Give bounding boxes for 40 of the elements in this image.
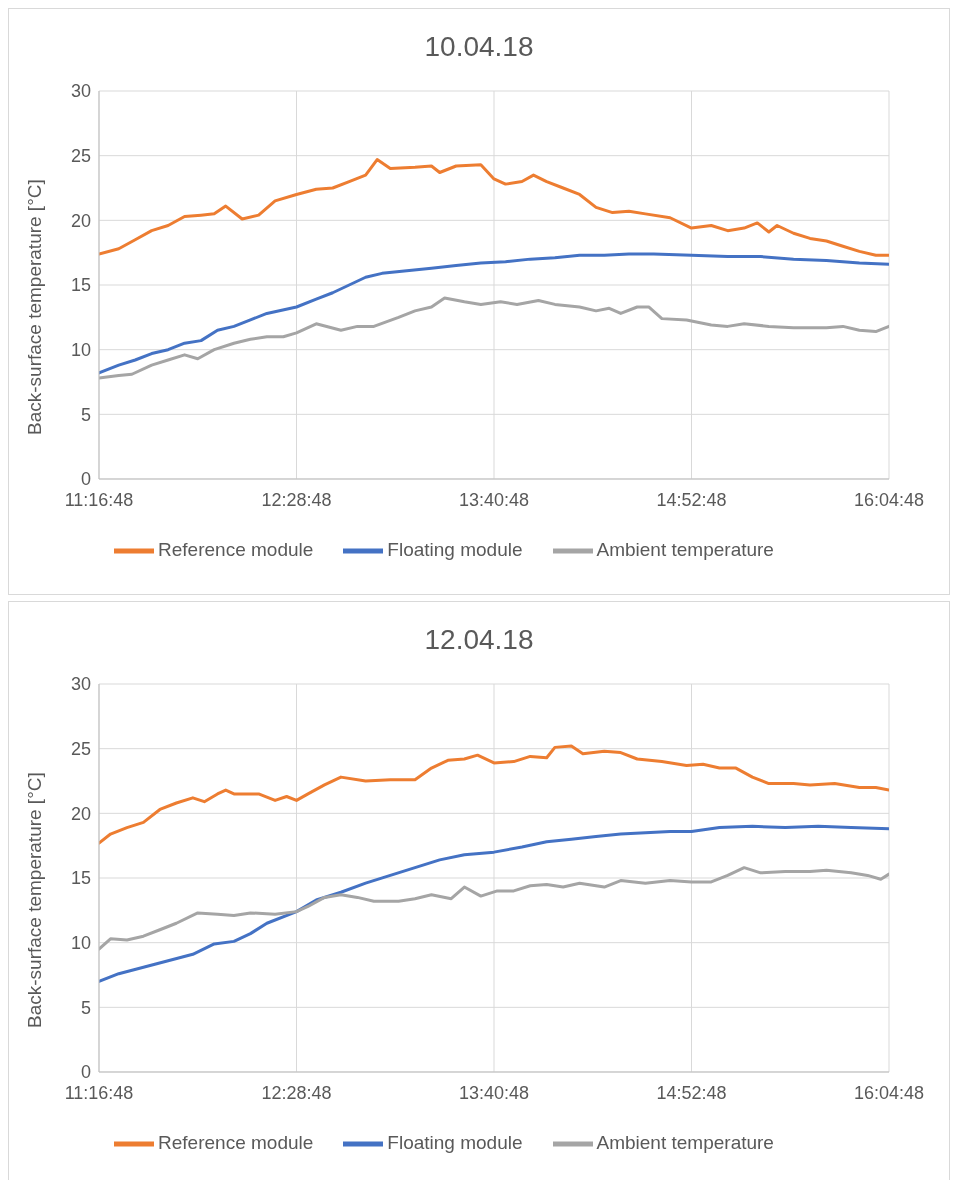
y-axis-title: Back-surface temperature [°C] <box>23 772 45 1028</box>
legend-label: Ambient temperature <box>596 539 774 561</box>
x-tick-label: 12:28:48 <box>261 489 332 510</box>
x-tick-label: 11:16:48 <box>64 1082 134 1103</box>
y-tick-label: 10 <box>70 340 91 361</box>
y-tick-label: 20 <box>70 803 91 824</box>
line-series <box>99 158 889 257</box>
legend-label: Reference module <box>158 539 314 561</box>
line-series <box>99 744 889 845</box>
line-series <box>99 296 889 380</box>
x-tick-label: 14:52:48 <box>656 489 727 510</box>
y-axis-title: Back-surface temperature [°C] <box>23 179 45 435</box>
y-tick-label: 10 <box>70 933 91 954</box>
line-series <box>99 866 889 951</box>
x-tick-label: 14:52:48 <box>656 1082 727 1103</box>
x-tick-label: 13:40:48 <box>458 1082 530 1103</box>
chart-title: 10.04.18 <box>423 30 535 64</box>
y-tick-label: 5 <box>80 404 91 425</box>
y-tick-label: 5 <box>80 997 91 1018</box>
y-tick-label: 0 <box>80 469 91 490</box>
y-tick-label: 15 <box>70 275 91 296</box>
line-series <box>99 252 889 375</box>
legend-label: Floating module <box>387 1132 523 1154</box>
legend-label: Floating module <box>387 539 523 561</box>
line-series <box>99 824 889 983</box>
legend-label: Reference module <box>158 1132 314 1154</box>
y-tick-label: 25 <box>70 146 91 167</box>
x-tick-label: 11:16:48 <box>64 489 134 510</box>
x-tick-label: 13:40:48 <box>458 489 530 510</box>
y-tick-label: 30 <box>70 674 91 695</box>
y-tick-label: 25 <box>70 739 91 760</box>
x-tick-label: 12:28:48 <box>261 1082 332 1103</box>
chart-title: 12.04.18 <box>423 623 535 657</box>
x-tick-label: 16:04:48 <box>853 1082 925 1103</box>
x-tick-label: 16:04:48 <box>853 489 925 510</box>
y-tick-label: 20 <box>70 210 91 231</box>
y-tick-label: 30 <box>70 81 91 102</box>
y-tick-label: 0 <box>80 1062 91 1083</box>
legend-label: Ambient temperature <box>596 1132 774 1154</box>
y-tick-label: 15 <box>70 868 91 889</box>
